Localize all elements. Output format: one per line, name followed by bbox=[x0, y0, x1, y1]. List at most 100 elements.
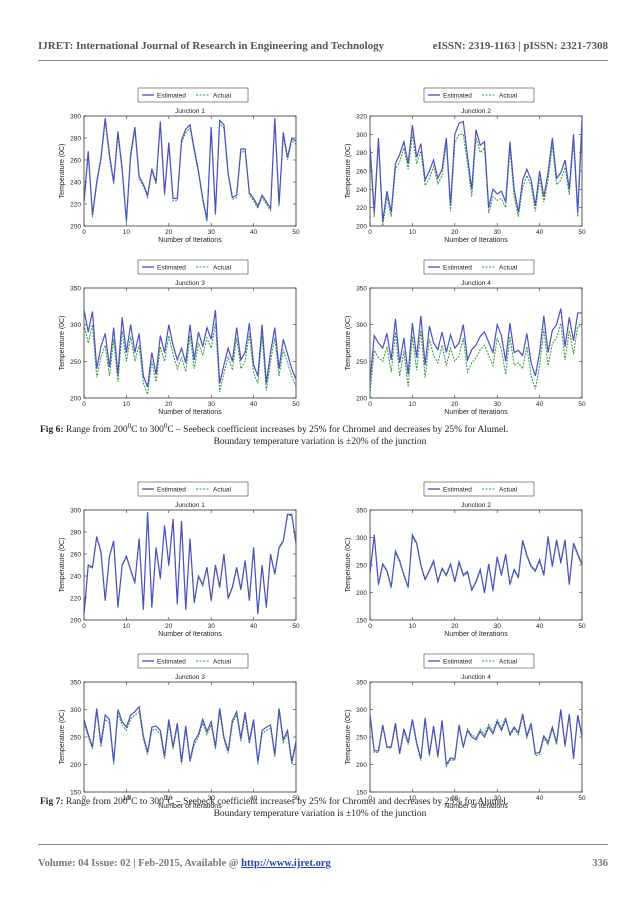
chart-title: Junction 1 bbox=[175, 502, 205, 509]
x-axis-label: Number of Iterations bbox=[158, 803, 222, 810]
y-tick-label: 350 bbox=[356, 508, 367, 515]
x-tick-label: 40 bbox=[250, 795, 258, 802]
y-tick-label: 250 bbox=[70, 735, 81, 742]
x-tick-label: 50 bbox=[578, 795, 586, 802]
page-header: IJRET: International Journal of Research… bbox=[38, 40, 608, 56]
x-tick-label: 40 bbox=[536, 229, 544, 236]
y-tick-label: 240 bbox=[70, 574, 81, 581]
x-axis-label: Number of Iterations bbox=[444, 237, 508, 244]
x-tick-label: 50 bbox=[292, 623, 300, 630]
x-tick-label: 0 bbox=[82, 401, 86, 408]
y-tick-label: 350 bbox=[356, 680, 367, 687]
y-tick-label: 350 bbox=[356, 286, 367, 293]
y-tick-label: 300 bbox=[70, 114, 81, 121]
journal-link[interactable]: http://www.ijret.org bbox=[241, 858, 331, 869]
legend-actual-label: Actual bbox=[499, 487, 518, 494]
legend-box bbox=[137, 653, 249, 669]
fig7-degree-2: 0 bbox=[163, 794, 168, 802]
legend-estimated-label: Estimated bbox=[443, 659, 472, 666]
legend-box bbox=[423, 259, 535, 275]
x-tick-label: 40 bbox=[250, 401, 258, 408]
x-tick-label: 50 bbox=[292, 401, 300, 408]
chart-svg: 200 250 300 350 0 10 20 30 40 50 Number of Iterati… bbox=[59, 259, 300, 416]
y-tick-label: 220 bbox=[70, 596, 81, 603]
y-tick-label: 220 bbox=[70, 202, 81, 209]
x-axis-label: Number of Iterations bbox=[158, 631, 222, 638]
page-number: 336 bbox=[592, 858, 608, 869]
y-tick-label: 200 bbox=[356, 590, 367, 597]
chart-title: Junction 3 bbox=[175, 280, 205, 287]
y-tick-label: 320 bbox=[356, 114, 367, 121]
x-axis-label: Number of Iterations bbox=[444, 409, 508, 416]
series-estimated-line bbox=[83, 705, 297, 762]
y-tick-label: 350 bbox=[70, 680, 81, 687]
x-tick-label: 40 bbox=[536, 623, 544, 630]
series-estimated-line bbox=[83, 118, 297, 221]
x-tick-label: 40 bbox=[536, 795, 544, 802]
fig7-junction3-panel: 150 200 250 300 350 0 10 20 30 40 50 Number of Iter… bbox=[44, 652, 306, 814]
legend-box bbox=[423, 87, 535, 103]
x-tick-label: 40 bbox=[250, 623, 258, 630]
fig7-degree-1: 0 bbox=[127, 794, 132, 802]
x-tick-label: 20 bbox=[451, 795, 459, 802]
legend-actual-label: Actual bbox=[499, 93, 518, 100]
x-tick-label: 50 bbox=[292, 795, 300, 802]
y-tick-label: 200 bbox=[70, 618, 81, 625]
y-tick-label: 250 bbox=[356, 563, 367, 570]
y-tick-label: 260 bbox=[70, 552, 81, 559]
chart-title: Junction 4 bbox=[461, 280, 491, 287]
x-tick-label: 30 bbox=[494, 795, 502, 802]
fig7-junction4-panel: 150 200 250 300 350 0 10 20 30 40 50 Number of Iter… bbox=[330, 652, 592, 814]
x-tick-label: 20 bbox=[451, 623, 459, 630]
x-tick-label: 20 bbox=[451, 229, 459, 236]
y-tick-label: 280 bbox=[356, 150, 367, 157]
y-tick-label: 260 bbox=[70, 158, 81, 165]
legend-actual-label: Actual bbox=[213, 487, 232, 494]
fig6-degree-1: 0 bbox=[127, 422, 132, 430]
x-tick-label: 50 bbox=[578, 623, 586, 630]
x-tick-label: 30 bbox=[208, 401, 216, 408]
x-tick-label: 10 bbox=[409, 401, 417, 408]
fig6-degree-2: 0 bbox=[163, 422, 168, 430]
fig7-caption-post: C – Seebeck coefficient increases by 25%… bbox=[167, 797, 509, 808]
x-tick-label: 10 bbox=[409, 229, 417, 236]
fig7-junction2-panel: 150 200 250 300 350 0 10 20 30 40 50 Number of Iter… bbox=[330, 480, 592, 642]
chart-svg: 200 250 300 350 0 10 20 30 40 50 Number of Iterati… bbox=[345, 259, 586, 416]
page-footer: Volume: 04 Issue: 02 | Feb-2015, Availab… bbox=[38, 858, 608, 872]
y-tick-label: 260 bbox=[356, 169, 367, 176]
plot-area bbox=[83, 509, 297, 621]
legend-actual-label: Actual bbox=[499, 265, 518, 272]
fig6-caption-line2: Boundary temperature variation is ±20% o… bbox=[213, 437, 427, 448]
header-rule bbox=[38, 60, 608, 61]
fig6-caption-post: C – Seebeck coefficient increases by 25%… bbox=[167, 425, 509, 436]
x-axis-label: Number of Iterations bbox=[444, 803, 508, 810]
series-actual-line bbox=[369, 711, 583, 768]
y-tick-label: 350 bbox=[70, 286, 81, 293]
journal-title: IJRET: International Journal of Research… bbox=[38, 40, 385, 52]
y-axis-label: Temperature (0C) bbox=[59, 710, 66, 765]
fig6-caption: Fig 6: Range from 2000C to 3000C – Seebe… bbox=[40, 420, 600, 448]
x-tick-label: 0 bbox=[82, 229, 86, 236]
legend-estimated-label: Estimated bbox=[157, 93, 186, 100]
x-tick-label: 0 bbox=[82, 795, 86, 802]
series-actual-line bbox=[369, 323, 582, 395]
chart-svg: 150 200 250 300 350 0 10 20 30 40 50 Number of Iter… bbox=[345, 481, 586, 638]
y-tick-label: 240 bbox=[70, 180, 81, 187]
y-tick-label: 300 bbox=[356, 132, 367, 139]
y-axis-label: Temperature (0C) bbox=[345, 144, 352, 199]
legend-actual-label: Actual bbox=[213, 265, 232, 272]
y-tick-label: 150 bbox=[356, 790, 367, 797]
legend-actual-label: Actual bbox=[213, 93, 232, 100]
plot-area bbox=[83, 287, 297, 399]
series-estimated-line bbox=[369, 119, 583, 222]
chart-title: Junction 3 bbox=[175, 674, 205, 681]
x-tick-label: 0 bbox=[368, 623, 372, 630]
x-tick-label: 10 bbox=[123, 623, 131, 630]
chart-svg: 200 220 240 260 280 300 320 0 10 20 30 40 50 Number o… bbox=[345, 87, 586, 244]
fig6-junction3-panel: 200 250 300 350 0 10 20 30 40 50 Number of Iterati… bbox=[44, 258, 306, 420]
fig6-caption-pre: Range from 200 bbox=[65, 425, 128, 436]
y-tick-label: 220 bbox=[356, 205, 367, 212]
y-tick-label: 280 bbox=[70, 136, 81, 143]
legend-box bbox=[137, 259, 249, 275]
fig7-caption-pre: Range from 200 bbox=[65, 797, 128, 808]
